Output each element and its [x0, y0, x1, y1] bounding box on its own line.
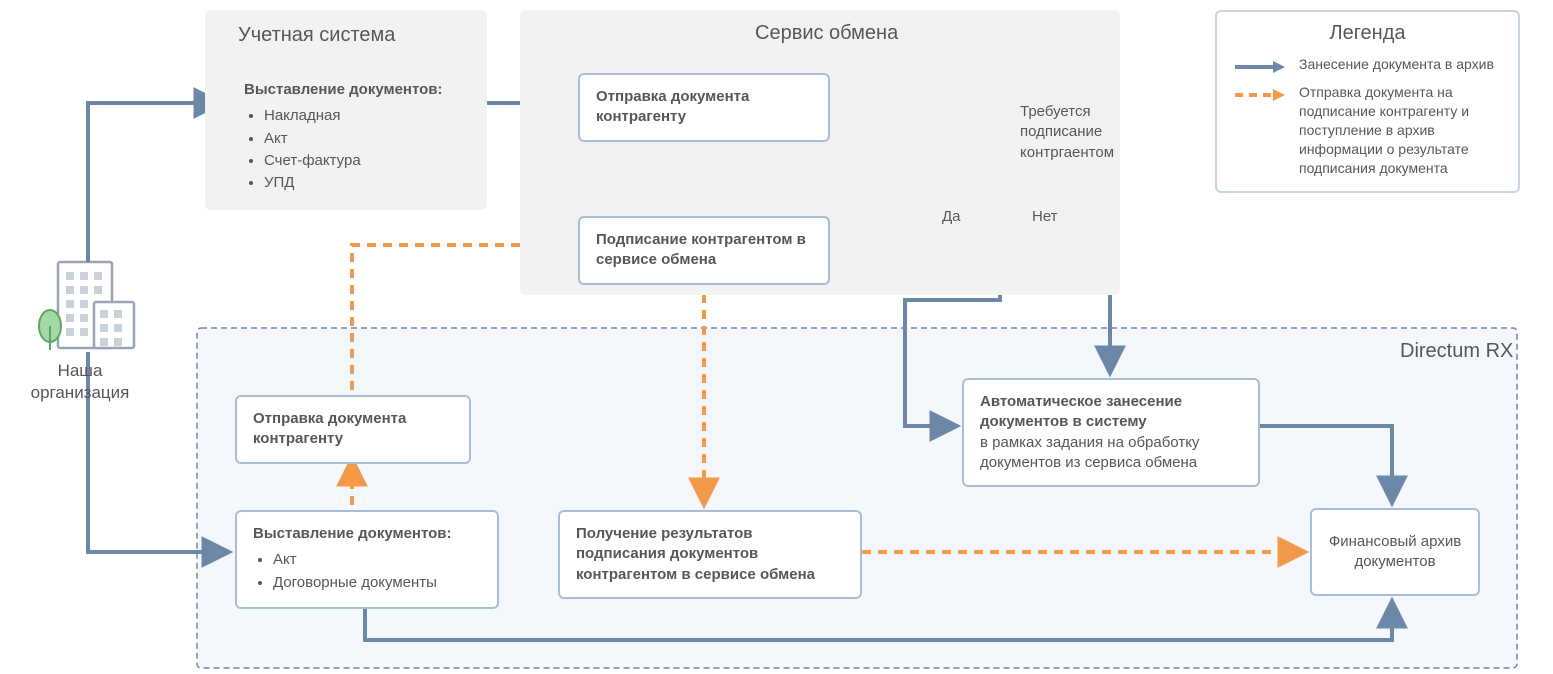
node-sign-ex: Подписание контрагентом в сервисе обмена — [578, 216, 830, 285]
edge-org-to-docs1 — [88, 103, 220, 262]
node-receive-title: Получение результатов подписания докумен… — [576, 524, 844, 585]
node-docs2: Выставление документов: Акт Договорные д… — [235, 510, 499, 609]
node-docs2-title: Выставление документов: — [253, 524, 481, 544]
accounting-group-title: Учетная система — [238, 24, 395, 47]
node-send2-title: Отправка документа контрагенту — [253, 409, 453, 450]
node-auto: Автоматическое занесение документов в си… — [962, 378, 1260, 487]
legend-dashed-swatch — [1233, 87, 1287, 103]
node-archive-title: Финансовый архив документов — [1328, 532, 1462, 573]
node-sign-ex-title: Подписание контрагентом в сервисе обмена — [596, 230, 812, 271]
org-label: Наша организация — [15, 360, 145, 404]
decision-label: Требуется подписание контргаентом — [1020, 102, 1140, 163]
node-docs1: Выставление документов: Накладная Акт Сч… — [228, 68, 464, 207]
node-auto-title: Автоматическое занесение документов в си… — [980, 392, 1242, 433]
docs1-item: Накладная — [264, 106, 448, 126]
node-send1: Отправка документа контрагенту — [578, 73, 830, 142]
building-icon — [39, 262, 134, 350]
decision-yes: Да — [942, 208, 961, 225]
docs1-item: Акт — [264, 129, 448, 149]
legend-row-solid: Занесение документа в архив — [1233, 55, 1502, 75]
node-send2: Отправка документа контрагенту — [235, 395, 471, 464]
legend-row-dashed: Отправка документа на подписание контраг… — [1233, 83, 1502, 177]
docs1-item: Счет-фактура — [264, 151, 448, 171]
node-send1-title: Отправка документа контрагенту — [596, 87, 812, 128]
legend-solid-swatch — [1233, 59, 1287, 75]
node-auto-subtitle: в рамках задания на обработку документов… — [980, 433, 1242, 474]
node-archive: Финансовый архив документов — [1310, 508, 1480, 596]
diagram-canvas: Учетная система Сервис обмена Directum R… — [0, 0, 1553, 674]
legend-row1-text: Занесение документа в архив — [1299, 55, 1494, 74]
docs2-item: Договорные документы — [273, 573, 481, 593]
docs2-item: Акт — [273, 550, 481, 570]
legend-row2-text: Отправка документа на подписание контраг… — [1299, 83, 1502, 177]
org-label-2: организация — [31, 383, 130, 402]
legend-box: Легенда Занесение документа в архив Отпр… — [1215, 10, 1520, 193]
decision-no: Нет — [1032, 208, 1058, 225]
org-label-1: Наша — [58, 361, 103, 380]
directum-group-title: Directum RX — [1400, 340, 1513, 363]
node-receive: Получение результатов подписания докумен… — [558, 510, 862, 599]
directum-group-outline — [197, 328, 1517, 668]
docs1-item: УПД — [264, 173, 448, 193]
legend-title: Легенда — [1233, 22, 1502, 45]
exchange-group-title: Сервис обмена — [755, 22, 898, 45]
node-docs1-title: Выставление документов: — [244, 80, 448, 100]
